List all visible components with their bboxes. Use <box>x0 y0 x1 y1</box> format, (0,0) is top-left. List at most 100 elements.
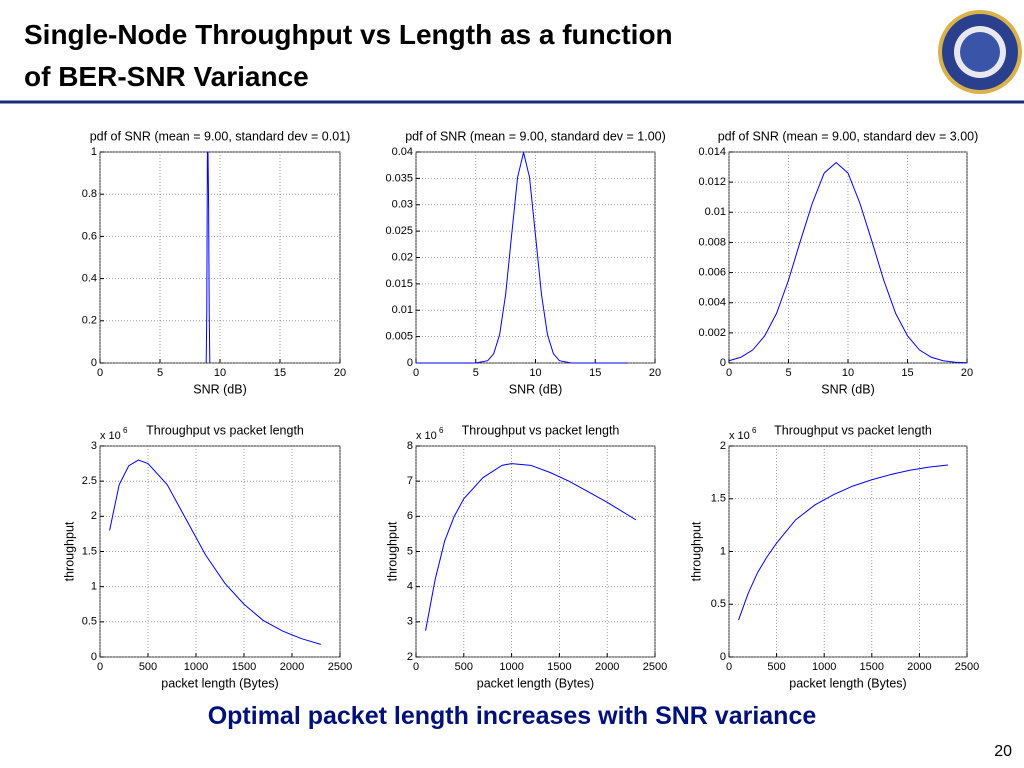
y-tick-label: 0.5 <box>82 616 97 628</box>
x-tick-label: 20 <box>649 367 661 379</box>
slide-title-line1: Single-Node Throughput vs Length as a fu… <box>24 19 673 50</box>
y-tick-label: 0.8 <box>82 188 97 200</box>
y-tick-label: 1 <box>91 146 97 158</box>
data-line <box>205 151 211 364</box>
x-tick-label: 5 <box>785 367 791 379</box>
x-tick-label: 5 <box>157 367 163 379</box>
y-tick-label: 1 <box>720 545 726 557</box>
y-tick-label: 0 <box>91 651 97 663</box>
y-tick-label: 0.03 <box>392 199 413 211</box>
y-tick-label: 5 <box>407 545 413 557</box>
data-line <box>425 463 637 631</box>
x-tick-label: 0 <box>726 661 732 673</box>
chart-title: Throughput vs packet length <box>146 423 304 437</box>
y-tick-label: 0.01 <box>705 206 726 218</box>
y-axis-label: throughput <box>385 521 399 581</box>
chart-title: Throughput vs packet length <box>774 423 932 437</box>
y-tick-label: 0.025 <box>385 225 413 237</box>
y-multiplier: x 10 <box>729 430 750 442</box>
plot-area <box>728 445 968 658</box>
y-tick-label: 0.006 <box>698 266 726 278</box>
x-tick-label: 1000 <box>812 661 836 673</box>
y-tick-label: 6 <box>407 510 413 522</box>
data-line <box>109 459 321 645</box>
caption: Optimal packet length increases with SNR… <box>208 702 817 730</box>
x-tick-label: 1500 <box>232 661 256 673</box>
y-tick-label: 2.5 <box>82 475 97 487</box>
x-tick-label: 1500 <box>547 661 571 673</box>
y-tick-label: 0.012 <box>698 176 726 188</box>
y-tick-label: 0.014 <box>698 146 726 158</box>
x-tick-label: 1500 <box>860 661 884 673</box>
chart-title: pdf of SNR (mean = 9.00, standard dev = … <box>718 129 979 143</box>
y-tick-label: 2 <box>407 651 413 663</box>
x-axis-label: packet length (Bytes) <box>161 676 278 690</box>
y-multiplier: x 10 <box>100 430 121 442</box>
y-tick-label: 0.2 <box>82 315 97 327</box>
x-tick-label: 15 <box>589 367 601 379</box>
x-tick-label: 0 <box>413 367 419 379</box>
plot-area <box>415 445 656 658</box>
x-tick-label: 0 <box>97 661 103 673</box>
y-tick-label: 0.004 <box>698 297 726 309</box>
y-tick-label: 0.4 <box>82 273 97 285</box>
x-tick-label: 15 <box>274 367 286 379</box>
y-tick-label: 2 <box>91 510 97 522</box>
y-tick-label: 0.035 <box>385 172 413 184</box>
y-tick-label: 2 <box>720 440 726 452</box>
x-axis-label: SNR (dB) <box>821 382 874 396</box>
x-tick-label: 20 <box>334 367 346 379</box>
y-exponent: 6 <box>123 426 128 435</box>
x-tick-label: 1000 <box>184 661 208 673</box>
slide-title-line2: of BER-SNR Variance <box>24 61 309 92</box>
y-exponent: 6 <box>439 426 444 435</box>
y-tick-label: 0.04 <box>392 146 413 158</box>
y-tick-label: 4 <box>407 581 413 593</box>
x-tick-label: 500 <box>455 661 473 673</box>
chart-title: pdf of SNR (mean = 9.00, standard dev = … <box>405 129 666 143</box>
y-tick-label: 0 <box>720 357 726 369</box>
y-axis-label: throughput <box>689 521 703 581</box>
x-tick-label: 2000 <box>595 661 619 673</box>
x-tick-label: 20 <box>961 367 973 379</box>
y-axis-label: throughput <box>62 521 76 581</box>
x-tick-label: 10 <box>529 367 541 379</box>
page-number: 20 <box>994 743 1012 760</box>
y-tick-label: 0.005 <box>385 331 413 343</box>
logo <box>938 10 1022 94</box>
y-exponent: 6 <box>752 426 757 435</box>
y-tick-label: 0.008 <box>698 236 726 248</box>
y-tick-label: 3 <box>91 440 97 452</box>
chart-title: Throughput vs packet length <box>462 423 620 437</box>
x-tick-label: 15 <box>901 367 913 379</box>
x-tick-label: 0 <box>413 661 419 673</box>
x-tick-label: 2000 <box>280 661 304 673</box>
y-tick-label: 0.015 <box>385 278 413 290</box>
y-tick-label: 8 <box>407 440 413 452</box>
y-tick-label: 0 <box>720 651 726 663</box>
x-axis-label: SNR (dB) <box>509 382 562 396</box>
x-tick-label: 0 <box>97 367 103 379</box>
x-tick-label: 10 <box>842 367 854 379</box>
y-tick-label: 0.01 <box>392 304 413 316</box>
data-line <box>728 161 968 364</box>
data-line <box>416 152 628 364</box>
x-tick-label: 10 <box>214 367 226 379</box>
x-tick-label: 2500 <box>643 661 667 673</box>
y-tick-label: 0.5 <box>711 598 726 610</box>
y-tick-label: 0 <box>91 357 97 369</box>
data-line <box>738 464 949 621</box>
y-multiplier: x 10 <box>416 430 437 442</box>
y-tick-label: 1 <box>91 581 97 593</box>
y-tick-label: 7 <box>407 475 413 487</box>
x-tick-label: 2000 <box>907 661 931 673</box>
y-tick-label: 0 <box>407 357 413 369</box>
x-tick-label: 5 <box>473 367 479 379</box>
y-tick-label: 1.5 <box>82 545 97 557</box>
x-tick-label: 1000 <box>499 661 523 673</box>
x-tick-label: 500 <box>767 661 785 673</box>
x-tick-label: 2500 <box>955 661 979 673</box>
y-tick-label: 3 <box>407 616 413 628</box>
x-axis-label: SNR (dB) <box>193 382 246 396</box>
